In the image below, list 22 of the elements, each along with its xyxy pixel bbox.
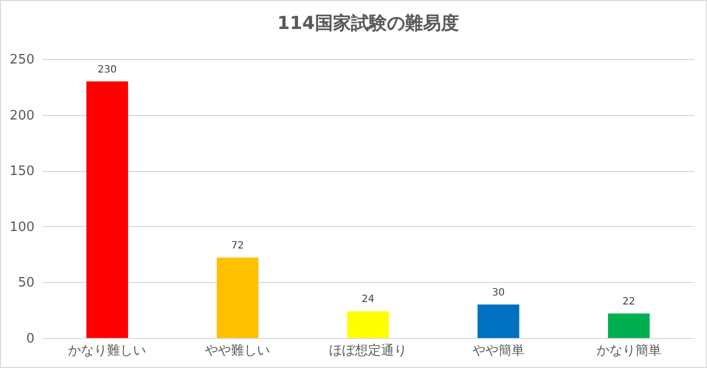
x-tick-label: やや簡単 — [472, 344, 524, 358]
bar — [478, 304, 520, 338]
x-tick-label: かなり簡単 — [596, 344, 662, 358]
x-tick-label: かなり難しい — [68, 344, 146, 358]
x-tick-label: ほぼ想定通り — [329, 344, 407, 358]
y-tick-label: 200 — [10, 108, 34, 124]
bar — [216, 258, 258, 338]
bar — [608, 313, 650, 338]
data-label: 230 — [98, 64, 117, 76]
y-tick-label: 250 — [10, 52, 34, 68]
bar — [347, 311, 389, 338]
y-tick-label: 0 — [26, 332, 34, 346]
data-label: 72 — [231, 240, 244, 252]
data-label: 22 — [622, 296, 636, 308]
y-tick-label: 100 — [10, 220, 34, 235]
data-label: 30 — [492, 288, 505, 299]
data-label: 24 — [362, 294, 374, 306]
y-tick-label: 50 — [18, 276, 34, 291]
chart-title: 114国家試験の難易度 — [277, 13, 459, 34]
x-tick-label: やや難しい — [205, 344, 270, 358]
bar — [86, 81, 128, 338]
y-tick-label: 150 — [10, 164, 34, 180]
